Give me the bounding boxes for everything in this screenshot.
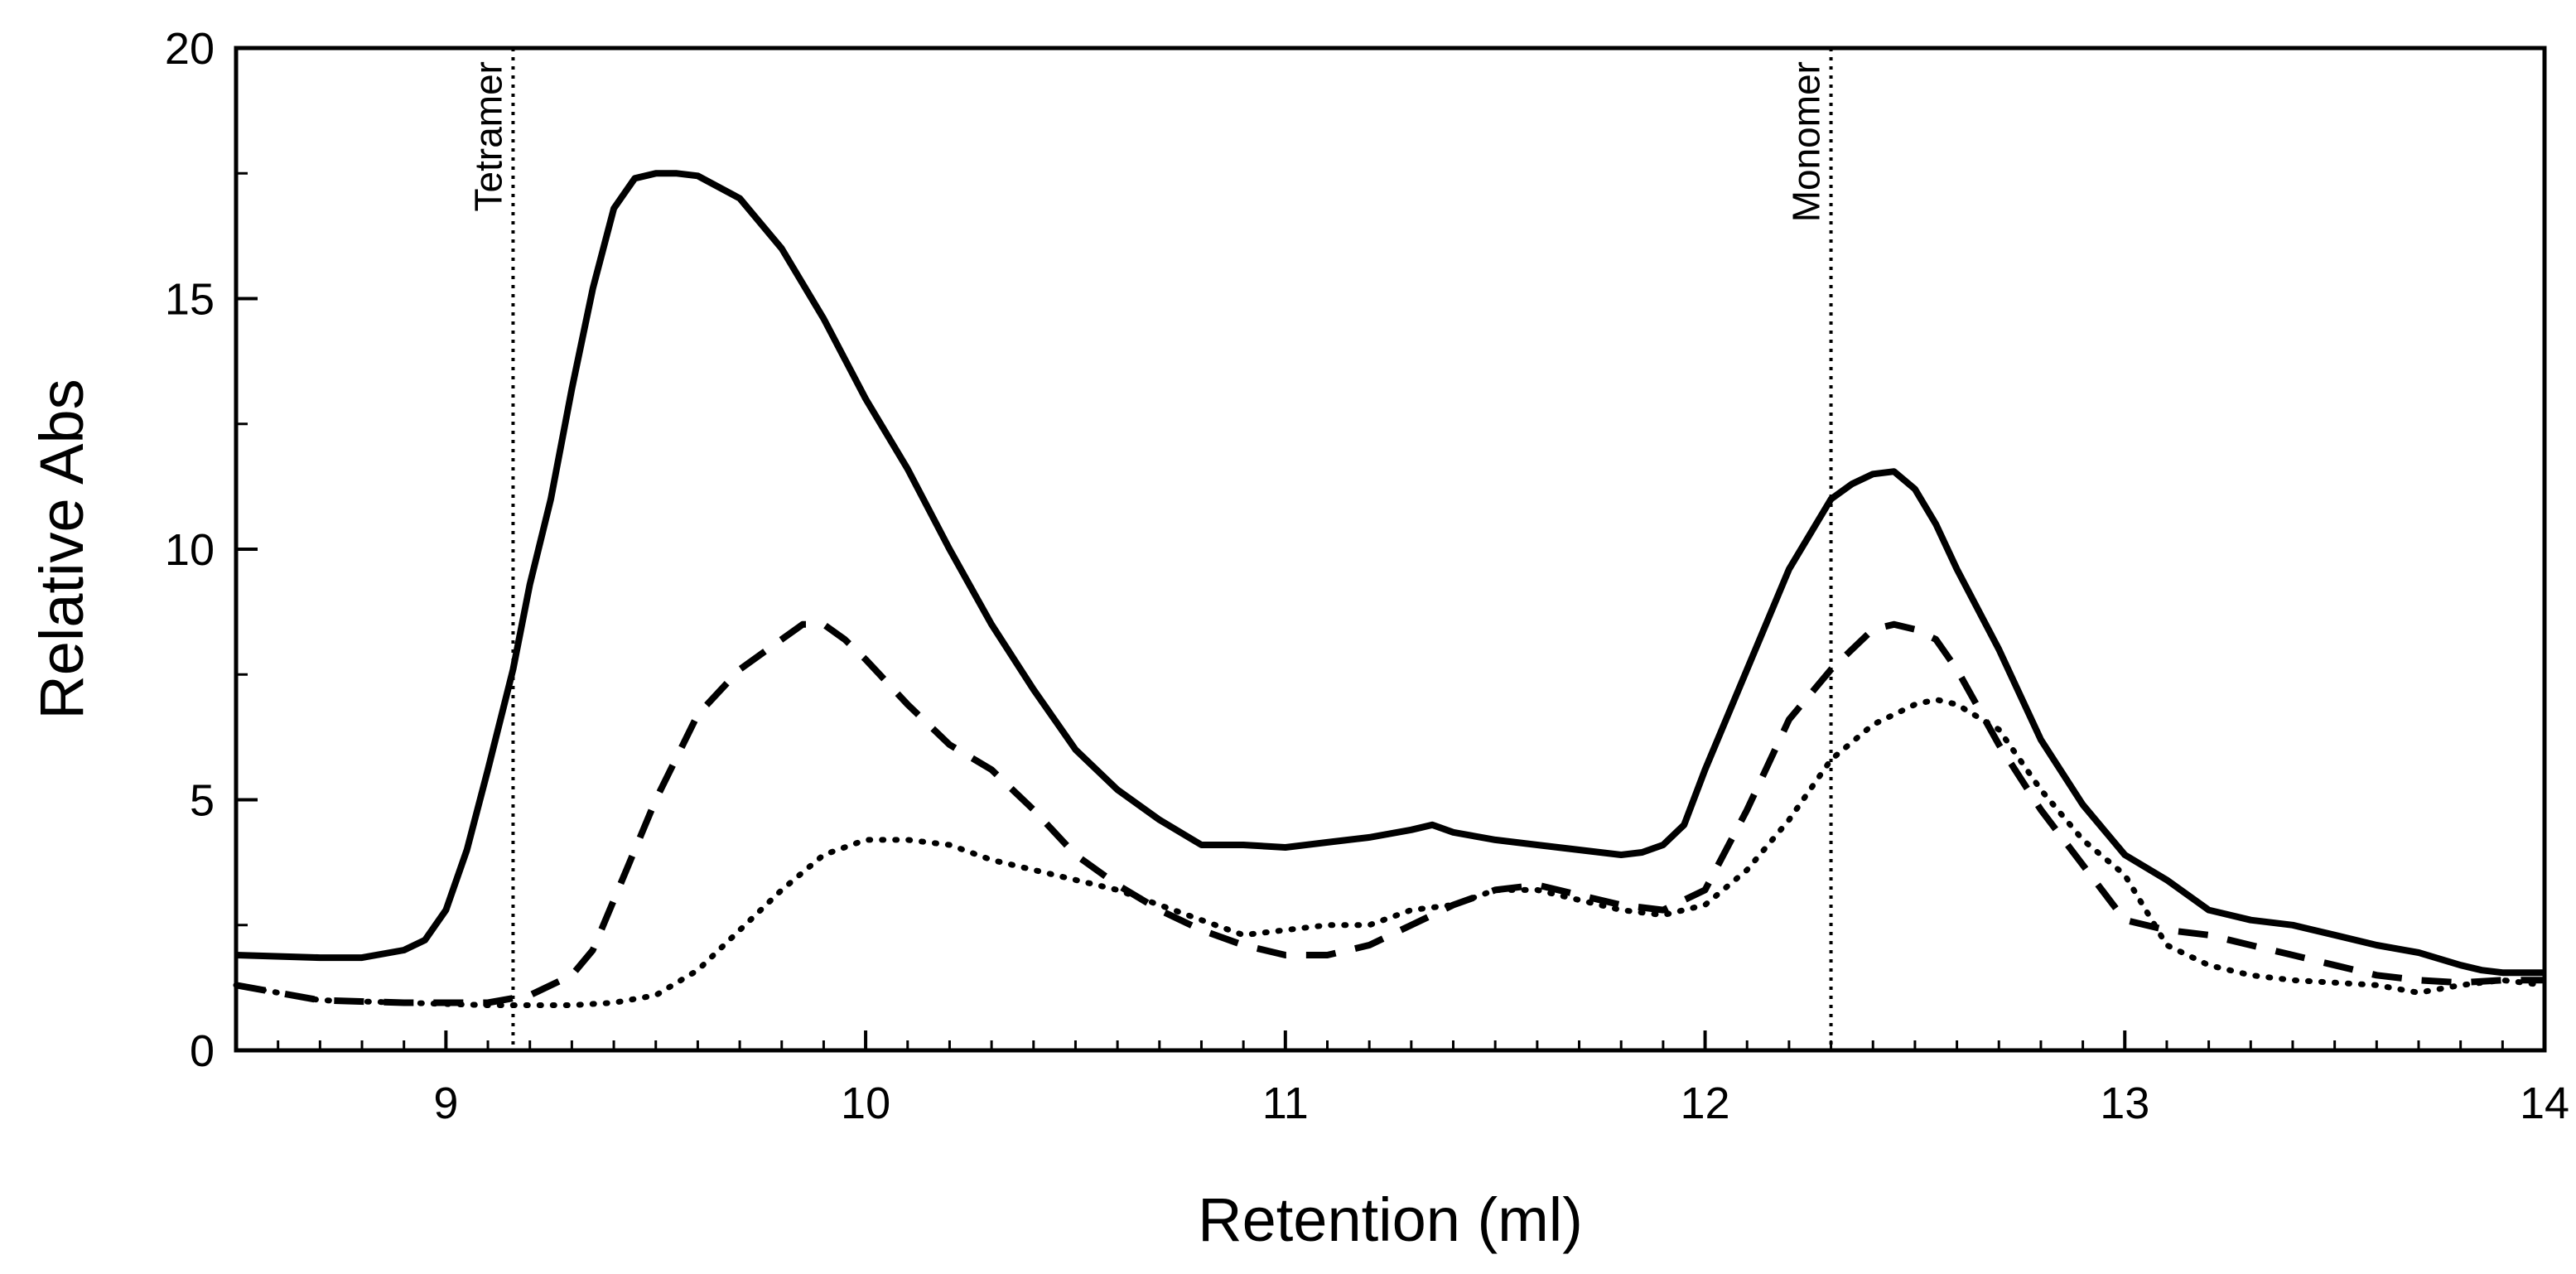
- y-tick-label: 10: [165, 525, 215, 575]
- series-dotted-line: [233, 697, 2548, 1008]
- x-tick-label: 13: [2100, 1079, 2149, 1128]
- y-tick-label: 5: [190, 776, 215, 826]
- x-axis-title: Retention (ml): [1198, 1185, 1583, 1254]
- x-tick-label: 10: [841, 1079, 890, 1128]
- marker-label: Monomer: [1785, 61, 1828, 222]
- series-layer: [233, 170, 2548, 1008]
- tick-layer: 9 10 11 12 13 14 0 5 10 15 20: [165, 24, 2569, 1128]
- x-tick-label: 9: [433, 1079, 458, 1128]
- x-tick-label: 14: [2520, 1079, 2569, 1128]
- x-tick-label: 11: [1262, 1079, 1309, 1128]
- series-dashed-line: [235, 620, 2545, 1006]
- y-tick-label: 15: [165, 275, 215, 325]
- marker-label: Tetramer: [466, 61, 509, 211]
- series-solid-line: [235, 170, 2545, 977]
- y-tick-label: 0: [190, 1026, 215, 1076]
- y-axis-title: Relative Abs: [27, 379, 96, 719]
- x-tick-label: 12: [1681, 1079, 1730, 1128]
- marker-layer: Tetramer Monomer: [466, 48, 1833, 1050]
- y-tick-label: 20: [165, 24, 215, 74]
